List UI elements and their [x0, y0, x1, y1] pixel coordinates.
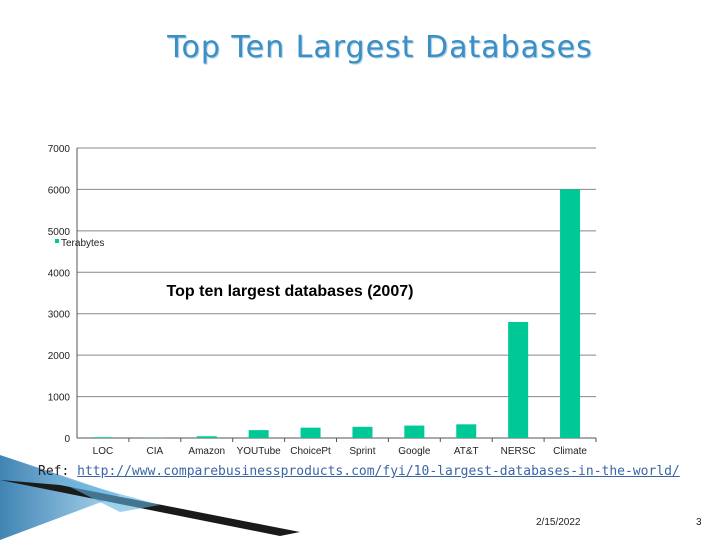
- reference-link[interactable]: http://www.comparebusinessproducts.com/f…: [77, 464, 680, 479]
- legend-swatch: [55, 239, 59, 243]
- y-tick-label: 6000: [48, 185, 71, 196]
- bar: [248, 430, 269, 438]
- bar: [508, 322, 529, 438]
- y-tick-label: 2000: [48, 351, 71, 362]
- slide-title: Top Ten Largest Databases: [167, 30, 593, 65]
- x-tick-label: Sprint: [349, 446, 375, 457]
- bar: [196, 436, 217, 438]
- bar-chart: 0 1000 2000 3000 4000 5000 6000 7000 LOC CIA Amazo…: [48, 144, 597, 457]
- decorative-swoosh: [0, 455, 300, 540]
- x-tick-label: YOUTube: [237, 446, 282, 457]
- x-tick-label: Google: [398, 446, 431, 457]
- slide-date: 2/15/2022: [536, 517, 581, 528]
- x-tick-label: CIA: [147, 446, 164, 457]
- bar: [300, 427, 321, 438]
- x-tick-label: LOC: [93, 446, 114, 457]
- chart-area: 0 1000 2000 3000 4000 5000 6000 7000 LOC CIA Amazo…: [0, 130, 720, 470]
- x-tick-label: Climate: [553, 446, 587, 457]
- legend-label: Terabytes: [61, 238, 104, 249]
- chart-title: Top ten largest databases (2007): [167, 283, 414, 300]
- x-tick-label: ChoicePt: [290, 446, 331, 457]
- reference-prefix: Ref:: [38, 464, 78, 479]
- y-tick-label: 1000: [48, 393, 71, 404]
- page-number: 3: [696, 517, 702, 528]
- bar: [352, 426, 373, 438]
- bar: [92, 437, 113, 438]
- reference: Ref: http://www.comparebusinessproducts.…: [38, 462, 698, 481]
- y-tick-label: 0: [64, 434, 70, 445]
- bar: [560, 189, 581, 438]
- x-tick-label: AT&T: [454, 446, 479, 457]
- x-tick-label: NERSC: [501, 446, 536, 457]
- bar: [456, 424, 477, 438]
- y-tick-label: 4000: [48, 268, 71, 279]
- bar: [404, 425, 425, 438]
- y-tick-label: 3000: [48, 310, 71, 321]
- x-tick-label: Amazon: [188, 446, 225, 457]
- y-tick-label: 7000: [48, 144, 71, 155]
- y-tick-label: 5000: [48, 227, 71, 238]
